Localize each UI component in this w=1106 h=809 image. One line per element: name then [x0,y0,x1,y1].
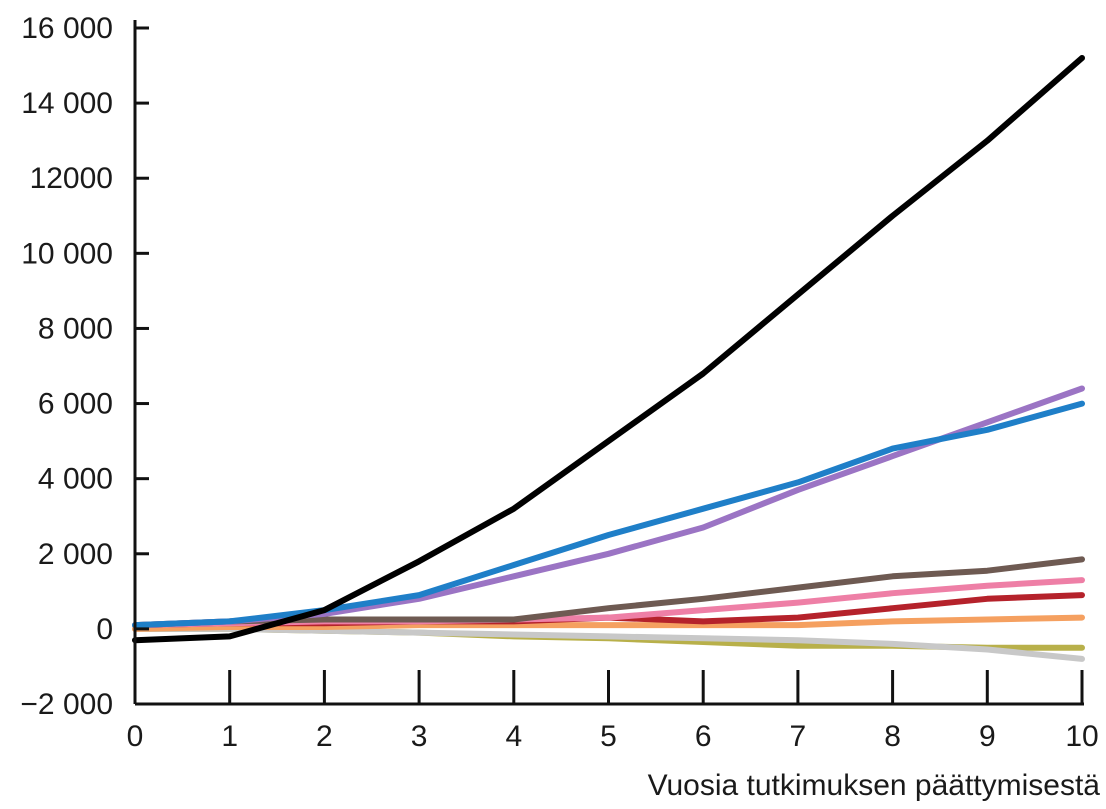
x-tick-label: 2 [316,720,333,753]
series-line-1 [132,55,1085,644]
x-tick-label: 1 [221,720,238,753]
series-line-8 [132,625,1085,662]
x-tick-label: 6 [695,720,712,753]
y-tick-label: 4 000 [38,463,113,496]
y-tick-label: 10 000 [21,237,113,270]
x-axis-title: Vuosia tutkimuksen päättymisestä [648,769,1101,802]
y-tick-label: 2 000 [38,538,113,571]
x-tick-label: 4 [505,720,522,753]
x-tick-label: 8 [884,720,901,753]
x-tick-label: 7 [790,720,807,753]
y-tick-label: 0 [96,613,113,646]
x-tick-label: 0 [127,720,144,753]
y-tick-label: 12000 [30,162,113,195]
y-tick-label: 8 000 [38,312,113,345]
series-line-2 [132,400,1085,629]
y-tick-label: 16 000 [21,12,113,45]
x-tick-label: 10 [1065,720,1098,753]
x-tick-label: 3 [411,720,428,753]
y-tick-label: 14 000 [21,87,113,120]
y-tick-label: 6 000 [38,388,113,421]
x-tick-label: 5 [600,720,617,753]
y-tick-label: −2 000 [20,688,113,721]
x-tick-label: 9 [979,720,996,753]
series-layer [132,55,1085,662]
series-line-7 [132,614,1085,632]
